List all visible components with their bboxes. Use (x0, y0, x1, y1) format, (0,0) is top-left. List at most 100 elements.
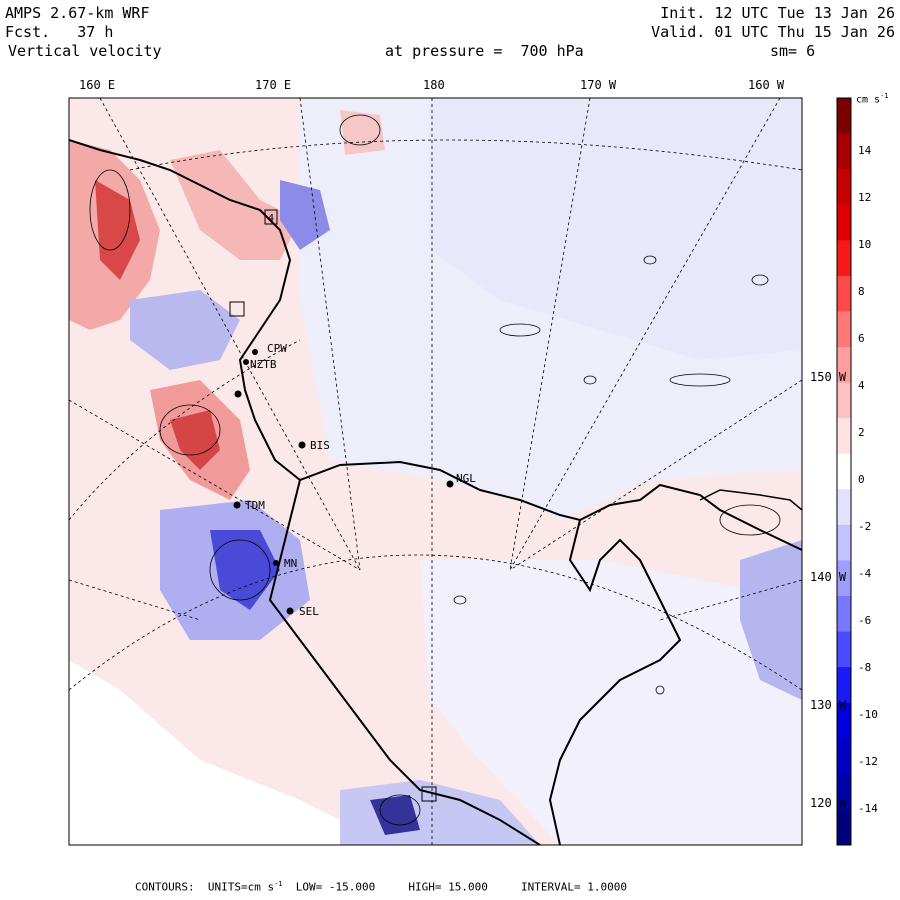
colorbar-swatch (837, 98, 851, 135)
station-dot-sel (286, 607, 294, 615)
field-white-lowerleft (69, 660, 380, 845)
station-label-ngl: NGL (456, 472, 476, 485)
colorbar-tick-label: 0 (858, 473, 865, 487)
mountain-blue-1 (130, 290, 240, 370)
coastline-north (69, 139, 802, 551)
colorbar-swatch (837, 133, 851, 170)
colorbar-swatch (837, 667, 851, 704)
colorbar-tick-label: -8 (858, 660, 872, 674)
colorbar-swatch (837, 240, 851, 277)
station-dot-cpw (252, 349, 258, 355)
station-dot-mn (273, 560, 279, 566)
station-box-4-south (421, 786, 437, 802)
colorbar-unit-exp: -1 (880, 92, 889, 100)
colorbar-tick-label: -12 (858, 754, 878, 768)
colorbar-swatch (837, 702, 851, 739)
footer-units: UNITS=cm s (207, 880, 275, 894)
colorbar-tick-label: -4 (858, 566, 872, 580)
mountain-red-core-3 (170, 410, 220, 470)
contour-footer: CONTOURS: UNITS=cm s-1 LOW= -15.000 HIGH… (135, 880, 627, 894)
footer-low: LOW= -15.000 (295, 880, 376, 894)
colorbar-swatch (837, 418, 851, 455)
lon-label-180: 180 (423, 78, 445, 92)
footer-units-exp: -1 (274, 880, 283, 888)
colorbar-swatch (837, 773, 851, 810)
coastline-ross (268, 479, 541, 845)
colorbar-tick-label: 12 (858, 191, 872, 205)
station-box-4-north (264, 209, 278, 225)
lat-label-140w: 140 W (810, 570, 847, 584)
station-label-4-north: 4 (268, 213, 274, 224)
lon-label-160e: 160 E (79, 78, 116, 92)
colorbar-swatch (837, 560, 851, 597)
lon-label-170w: 170 W (580, 78, 617, 92)
station-label-bis: BIS (310, 439, 330, 452)
station-label-sel: SEL (299, 605, 319, 618)
forecast-hour: Fcst. 37 h (5, 24, 113, 41)
colorbar-swatch (837, 524, 851, 561)
station-box-4-mid (229, 301, 245, 317)
mountain-red-core-1 (95, 180, 140, 280)
footer-contours: CONTOURS: (135, 880, 195, 894)
lat-label-150w: 150 W (810, 370, 847, 384)
colorbar-unit-label: cm s (856, 94, 881, 106)
pressure-label: at pressure = (385, 42, 503, 60)
station-dot-tdm (233, 501, 241, 509)
colorbar-tick-label: 6 (858, 332, 865, 346)
coastline-east (548, 519, 682, 845)
forecast-value: 37 h (77, 23, 114, 41)
mountain-blue-3 (280, 180, 330, 250)
station-dot-bis (298, 441, 306, 449)
bottom-blue-core (370, 795, 420, 835)
pressure-value: 700 hPa (520, 42, 584, 60)
station-label-nztb: NZTB (250, 358, 277, 371)
colorbar-frame (836, 97, 852, 846)
colorbar-tick-label: 14 (858, 144, 872, 158)
colorbar-swatch (837, 809, 851, 846)
colorbar-tick-label: 8 (858, 285, 865, 299)
colorbar-swatch (837, 489, 851, 526)
station-dot-ngl (446, 480, 454, 488)
colorbar-swatch (837, 204, 851, 241)
colorbar-swatch (837, 453, 851, 490)
colorbar-tick-label: -2 (858, 519, 872, 533)
footer-interval: INTERVAL= 1.0000 (521, 880, 627, 894)
colorbar-tick-label: -6 (858, 613, 872, 627)
colorbar-swatch (837, 275, 851, 312)
init-time: Init. 12 UTC Tue 13 Jan 26 (660, 4, 895, 22)
colorbar-tick-label: 4 (858, 379, 865, 393)
colorbar-swatch (837, 738, 851, 775)
graticule (69, 98, 802, 845)
forecast-label: Fcst. (5, 23, 51, 41)
contour-lines (89, 114, 781, 826)
colorbar-tick-label: 10 (858, 238, 872, 252)
colorbar-tick-label: -14 (858, 801, 878, 815)
smoothing-label: sm= 6 (770, 42, 816, 60)
colorbar (836, 97, 852, 846)
footer-high: HIGH= 15.000 (408, 880, 488, 894)
pressure-level: at pressure = 700 hPa (385, 43, 584, 60)
colorbar-swatch (837, 631, 851, 668)
lon-label-170e: 170 E (255, 78, 292, 92)
lat-label-120w: 120 W (810, 796, 847, 810)
station-label-tdm: TDM (245, 499, 265, 512)
lon-label-160w: 160 W (748, 78, 785, 92)
colorbar-swatch (837, 382, 851, 419)
field-blue-se (420, 560, 802, 845)
station-label-mn: MN (284, 557, 297, 570)
colorbar-unit: cm s-1 (856, 92, 889, 105)
colorbar-swatch (837, 596, 851, 633)
north-red-patch (340, 110, 385, 155)
mountain-red-2 (170, 150, 300, 260)
station-dot-unnamed (234, 390, 242, 398)
model-title: AMPS 2.67-km WRF (5, 4, 150, 22)
colorbar-swatch (837, 311, 851, 348)
colorbar-tick-label: -10 (858, 707, 878, 721)
valid-time: Valid. 01 UTC Thu 15 Jan 26 (651, 23, 895, 41)
map-frame (68, 97, 803, 846)
coastline-mbl (699, 489, 802, 511)
station-label-cpw: CPW (267, 342, 287, 355)
lat-label-130w: 130 W (810, 698, 847, 712)
station-dot-nztb (243, 359, 249, 365)
vertical-velocity-map: CPW NZTB BIS NGL TDM SEL MN 4 (68, 97, 852, 846)
